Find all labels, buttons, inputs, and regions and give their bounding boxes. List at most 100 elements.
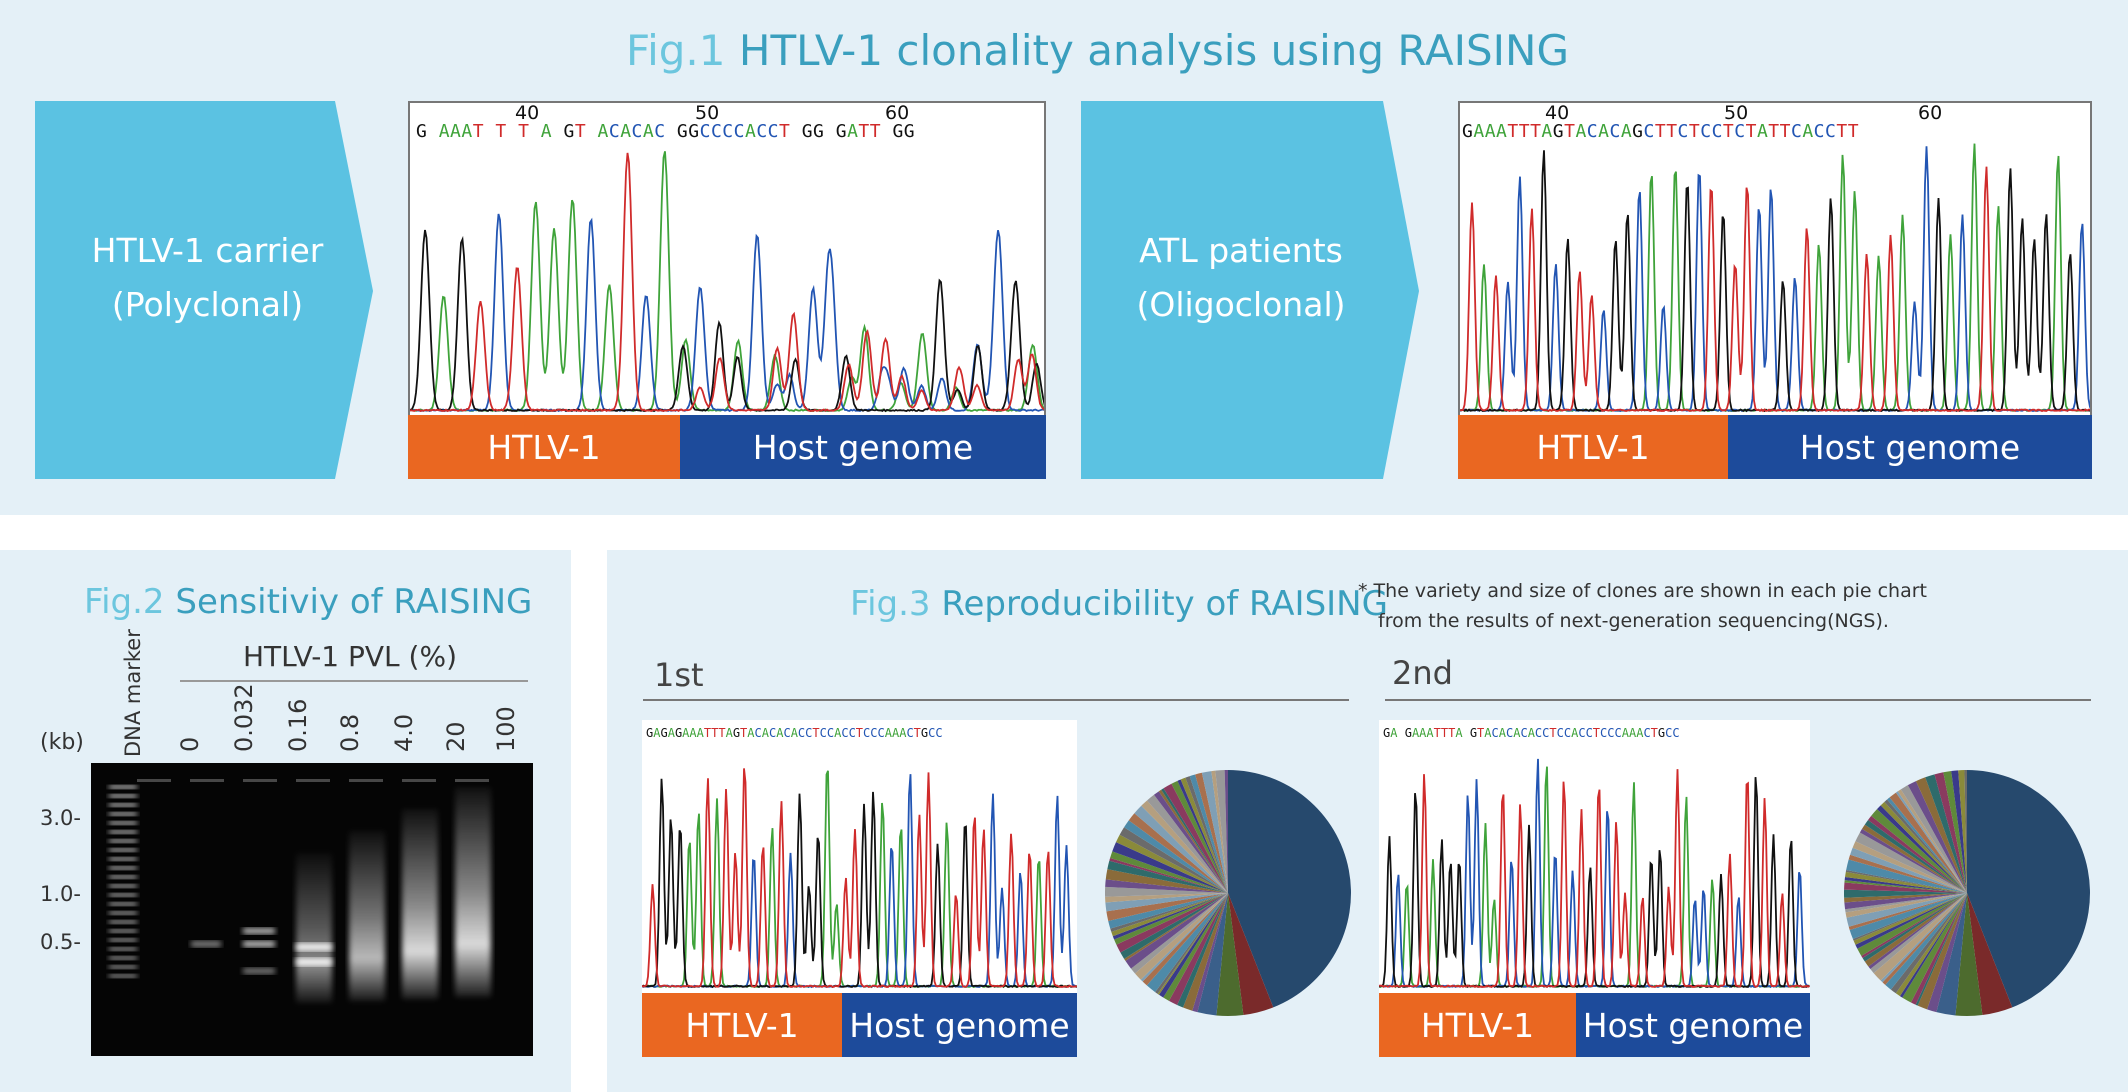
pie-slice	[1153, 791, 1228, 893]
run1-host-bar: Host genome	[842, 993, 1077, 1057]
pie-slice	[1211, 770, 1228, 893]
pie-slice	[1107, 860, 1228, 893]
gel-band	[349, 779, 383, 782]
fig1-title-text: HTLV-1 clonality analysis using RAISING	[725, 26, 1570, 75]
pie-slice	[1862, 824, 1967, 893]
run1-underline	[643, 699, 1349, 701]
pie-slice	[1844, 880, 1967, 893]
fig1-label: Fig.1	[626, 26, 726, 75]
pie-slice	[1917, 893, 1967, 1010]
patient-label: ATL patients (Oligoclonal)	[1081, 224, 1401, 332]
pie-slice	[1177, 779, 1228, 893]
gel-band	[137, 779, 171, 782]
gel-band	[191, 941, 221, 947]
gel-image	[91, 763, 533, 1056]
chromatogram-carrier: 40 50 60 G AAAT T T A GT ACACAC GGCCCCAC…	[408, 101, 1046, 417]
pie-slice	[1850, 847, 1967, 893]
pie-slice	[1943, 771, 1967, 893]
pie-slice	[1228, 893, 1274, 1016]
gel-band	[296, 943, 332, 951]
pie-slice	[1114, 893, 1228, 945]
pie-slice	[1900, 785, 1967, 893]
pie-slice	[1870, 893, 1967, 974]
chrom2-trace	[1460, 143, 2090, 413]
pie-slice	[1108, 893, 1228, 929]
gel-band	[109, 821, 137, 825]
fig3-note-line2: from the results of next-generation sequ…	[1378, 610, 1889, 632]
fig3-label: Fig.3	[850, 584, 931, 624]
carrier-label: HTLV-1 carrier (Polyclonal)	[35, 224, 380, 332]
run2-htlv-bar: HTLV-1	[1379, 993, 1576, 1057]
pie-slice	[1907, 781, 1967, 893]
pie-slice	[1845, 869, 1967, 893]
gel-smear	[296, 853, 332, 1003]
pie-slice	[1844, 889, 1967, 898]
pie-slice	[1142, 893, 1228, 986]
pie-slice	[1105, 893, 1228, 912]
pie-slice	[1864, 819, 1967, 893]
gel-band	[109, 866, 137, 870]
pie-slice	[1915, 777, 1967, 893]
pie-slice	[1141, 800, 1228, 893]
chrom2-host-bar: Host genome	[1728, 415, 2092, 479]
run2-label: 2nd	[1392, 654, 1453, 692]
pie-slice	[1185, 776, 1228, 893]
pie-slice	[1106, 893, 1228, 921]
kb-tick-05: 0.5-	[40, 930, 81, 954]
pie-slice	[1131, 893, 1228, 974]
dna-marker-label: DNA marker	[121, 629, 145, 757]
carrier-arrow-shape	[35, 101, 373, 479]
chrom1-trace	[410, 151, 1044, 413]
gel-band	[109, 965, 137, 969]
pie-slice	[1125, 893, 1228, 969]
gel-band	[109, 893, 137, 897]
gel-band	[109, 920, 137, 924]
pie-slice	[1844, 893, 1967, 903]
pie-slice	[1845, 871, 1967, 893]
pie-slice	[1951, 770, 1967, 893]
pvl-underline	[180, 680, 528, 682]
pie-slice	[1105, 879, 1228, 893]
pie-slice	[1885, 893, 1967, 990]
run1-label: 1st	[654, 656, 704, 694]
gel-band	[296, 958, 332, 966]
pie-slice	[1955, 893, 1983, 1016]
gel-band	[109, 785, 137, 789]
pie-slice	[1967, 770, 2090, 1008]
pie-slice	[1105, 869, 1228, 893]
pie-slice	[1880, 801, 1967, 893]
pie-slice	[1964, 770, 1967, 893]
lane-label-2: 0.16	[284, 698, 312, 752]
chrom1-htlv-bar: HTLV-1	[408, 415, 680, 479]
pie-slice	[1936, 893, 1967, 1016]
trace-channel	[410, 213, 1044, 413]
pie-slice	[1844, 877, 1967, 893]
pie-slice	[1853, 893, 1967, 945]
gel-band	[109, 803, 137, 807]
pie-slice	[1112, 893, 1228, 940]
pie-slice	[1844, 882, 1967, 893]
trace-channel	[1460, 166, 2090, 413]
pie-slice	[1890, 893, 1967, 994]
pie-slice	[1897, 789, 1967, 893]
run1-trace	[642, 768, 1077, 989]
kb-tick-1: 1.0-	[40, 882, 81, 906]
gel-band	[109, 911, 137, 915]
pie-slice	[1868, 815, 1967, 893]
patient-arrow-shape	[1081, 101, 1419, 479]
pie-slice	[1845, 893, 1967, 913]
gel-smear	[402, 809, 438, 999]
run2-trace	[1379, 758, 1810, 989]
chrom2-sequence: GAAATTTAGTACACAGCTTCTCCTCTATTCACCTT	[1462, 121, 1860, 142]
trace-channel	[410, 229, 1044, 413]
pie-slice	[1171, 780, 1228, 893]
run1-htlv-bar: HTLV-1	[642, 993, 842, 1057]
fig3-note-line1: * The variety and size of clones are sho…	[1358, 580, 1927, 602]
pie-slice	[1183, 893, 1228, 1011]
pie-slice	[1110, 851, 1228, 893]
clone-pie-run2	[1844, 770, 2090, 1016]
fig1-title: Fig.1 HTLV-1 clonality analysis using RA…	[626, 26, 1569, 75]
pie-slice	[1192, 893, 1228, 1013]
pie-slice	[1163, 783, 1228, 893]
pie-slice	[1848, 893, 1967, 930]
